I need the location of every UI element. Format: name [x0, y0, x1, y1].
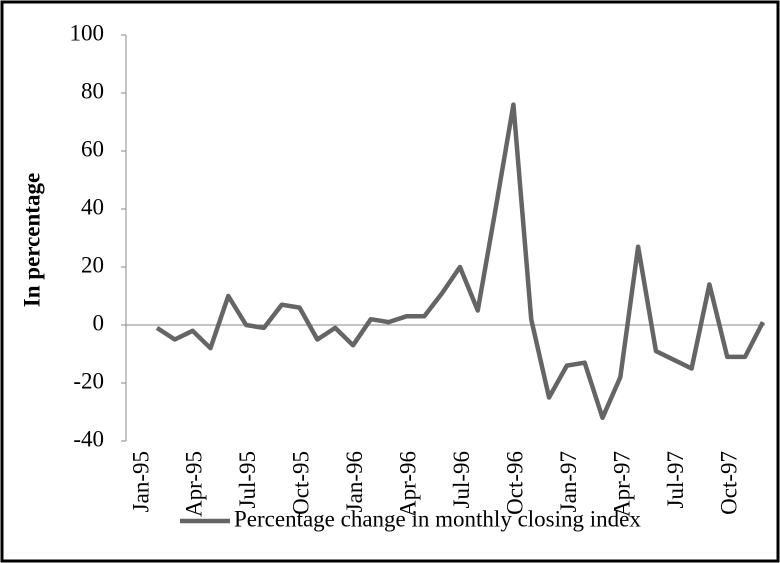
x-tick-label: Jul-95 [235, 451, 260, 509]
x-tick-label: Apr-96 [396, 451, 421, 517]
x-tick-label: Jul-96 [449, 451, 474, 509]
x-tick-label: Jan-97 [556, 451, 581, 512]
y-axis-label: In percentage [19, 173, 44, 307]
y-tick-label: 80 [81, 78, 104, 103]
x-tick-label: Jan-95 [128, 451, 153, 512]
x-tick-label: Apr-95 [182, 451, 207, 517]
y-tick-label: -40 [73, 426, 104, 451]
y-tick-label: 20 [81, 252, 104, 277]
y-tick-label: 40 [81, 194, 104, 219]
x-tick-label: Oct-95 [289, 451, 314, 515]
x-tick-label: Oct-97 [716, 451, 741, 515]
x-tick-label: Jan-96 [342, 451, 367, 512]
x-tick-label: Oct-96 [503, 451, 528, 515]
y-tick-label: 60 [81, 136, 104, 161]
x-tick-label: Jul-97 [663, 451, 688, 509]
y-tick-label: -20 [73, 368, 104, 393]
y-tick-label: 100 [70, 20, 105, 45]
legend-label: Percentage change in monthly closing ind… [234, 506, 641, 531]
data-line [155, 102, 765, 421]
y-tick-label: 0 [93, 310, 105, 335]
x-tick-label: Apr-97 [609, 451, 634, 517]
